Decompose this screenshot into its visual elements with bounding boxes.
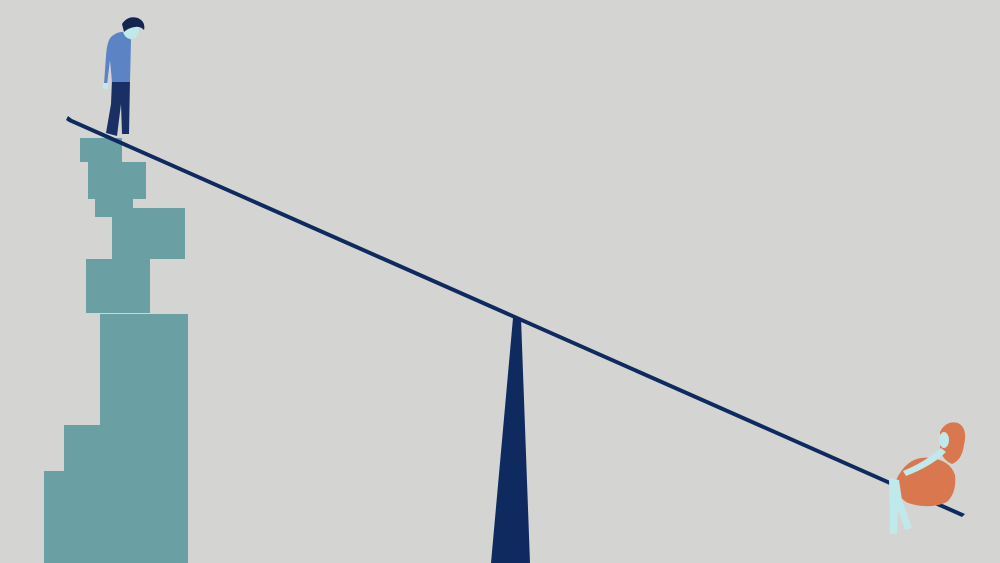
seesaw-icon [66,116,965,517]
woman-arm [903,448,946,476]
man-hair [122,17,145,32]
block [86,259,150,313]
woman-hair [940,422,966,464]
woman-face [939,432,949,448]
man-hand [103,83,108,89]
man-sweater [104,31,131,85]
man-trousers [106,80,130,136]
fulcrum [491,318,530,563]
person-sitting-icon [889,422,966,534]
person-standing-icon [103,17,145,136]
block [100,314,188,563]
block [95,199,133,217]
block [64,425,104,563]
stacked-blocks-icon [44,138,188,563]
woman-legs [889,478,912,534]
block [88,162,146,199]
